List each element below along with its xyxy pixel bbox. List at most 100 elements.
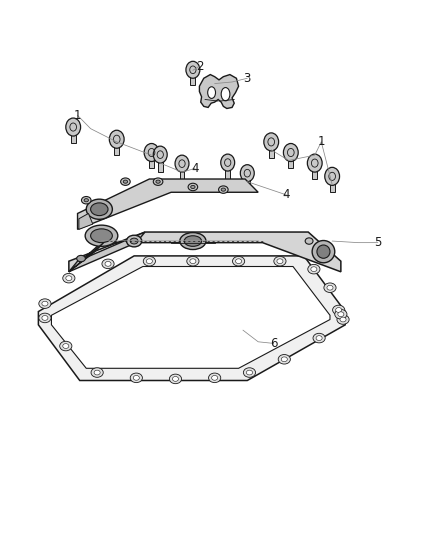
- Ellipse shape: [81, 197, 91, 204]
- Text: 5: 5: [374, 236, 381, 249]
- Ellipse shape: [305, 238, 313, 244]
- Bar: [71, 127, 76, 143]
- Ellipse shape: [236, 259, 242, 264]
- Bar: [312, 163, 318, 179]
- Ellipse shape: [278, 354, 290, 364]
- Ellipse shape: [63, 273, 75, 283]
- Ellipse shape: [123, 180, 127, 183]
- Text: 1: 1: [318, 135, 325, 148]
- Bar: [149, 152, 154, 168]
- Ellipse shape: [190, 259, 196, 264]
- Ellipse shape: [60, 341, 72, 351]
- Ellipse shape: [219, 186, 228, 193]
- Polygon shape: [69, 232, 341, 272]
- Ellipse shape: [66, 276, 72, 280]
- Ellipse shape: [77, 255, 85, 262]
- Ellipse shape: [221, 87, 230, 101]
- Text: 4: 4: [191, 162, 199, 175]
- Text: 2: 2: [196, 60, 203, 72]
- Ellipse shape: [133, 375, 139, 380]
- Ellipse shape: [91, 368, 103, 377]
- Ellipse shape: [85, 225, 118, 246]
- Circle shape: [110, 130, 124, 148]
- Ellipse shape: [63, 344, 69, 349]
- Ellipse shape: [208, 373, 221, 383]
- Ellipse shape: [105, 262, 111, 266]
- Bar: [191, 70, 195, 85]
- Ellipse shape: [311, 266, 317, 271]
- Ellipse shape: [317, 245, 330, 259]
- Ellipse shape: [337, 315, 349, 324]
- Ellipse shape: [338, 312, 344, 317]
- Ellipse shape: [212, 375, 218, 380]
- Ellipse shape: [308, 264, 320, 274]
- Ellipse shape: [42, 316, 48, 320]
- Ellipse shape: [332, 305, 345, 315]
- Ellipse shape: [120, 178, 130, 185]
- Ellipse shape: [143, 256, 155, 266]
- Text: 1: 1: [74, 109, 81, 122]
- Ellipse shape: [184, 236, 201, 246]
- Bar: [268, 142, 274, 158]
- Circle shape: [325, 167, 339, 185]
- Polygon shape: [39, 256, 345, 381]
- Ellipse shape: [146, 259, 152, 264]
- Bar: [114, 139, 119, 155]
- Bar: [180, 164, 184, 181]
- Circle shape: [186, 61, 200, 78]
- Ellipse shape: [208, 87, 215, 99]
- Ellipse shape: [313, 333, 325, 343]
- Ellipse shape: [39, 299, 51, 309]
- Ellipse shape: [94, 370, 100, 375]
- Circle shape: [144, 143, 159, 161]
- Ellipse shape: [91, 229, 113, 243]
- Polygon shape: [69, 232, 145, 272]
- Ellipse shape: [340, 317, 346, 322]
- Ellipse shape: [39, 313, 51, 322]
- Ellipse shape: [335, 310, 347, 319]
- Ellipse shape: [173, 376, 179, 381]
- Polygon shape: [51, 266, 330, 368]
- Circle shape: [240, 165, 254, 182]
- Circle shape: [307, 154, 322, 172]
- Ellipse shape: [188, 183, 198, 191]
- Ellipse shape: [170, 374, 182, 384]
- Text: 6: 6: [270, 337, 277, 350]
- Ellipse shape: [187, 256, 199, 266]
- Ellipse shape: [91, 203, 108, 216]
- Circle shape: [264, 133, 279, 151]
- Polygon shape: [79, 214, 93, 229]
- Ellipse shape: [156, 180, 160, 183]
- Ellipse shape: [86, 199, 113, 219]
- Ellipse shape: [130, 373, 142, 383]
- Circle shape: [66, 118, 81, 136]
- Ellipse shape: [281, 357, 287, 362]
- Ellipse shape: [316, 336, 322, 341]
- Bar: [158, 155, 162, 172]
- Polygon shape: [199, 75, 239, 109]
- Circle shape: [283, 143, 298, 161]
- Bar: [225, 163, 230, 180]
- Ellipse shape: [102, 259, 114, 269]
- Ellipse shape: [180, 232, 206, 249]
- Bar: [288, 152, 293, 168]
- Polygon shape: [78, 179, 258, 229]
- Bar: [245, 173, 250, 190]
- Ellipse shape: [312, 240, 335, 263]
- Ellipse shape: [244, 368, 255, 377]
- Circle shape: [153, 146, 167, 163]
- Ellipse shape: [336, 308, 342, 312]
- Ellipse shape: [277, 259, 283, 264]
- Text: 4: 4: [283, 189, 290, 201]
- Ellipse shape: [221, 188, 226, 191]
- Ellipse shape: [274, 256, 286, 266]
- Bar: [329, 176, 335, 192]
- Ellipse shape: [191, 185, 195, 189]
- Polygon shape: [69, 243, 104, 272]
- Ellipse shape: [42, 301, 48, 306]
- Circle shape: [221, 154, 235, 171]
- Ellipse shape: [130, 238, 138, 244]
- Ellipse shape: [84, 199, 88, 202]
- Ellipse shape: [153, 178, 163, 185]
- Text: 3: 3: [244, 72, 251, 85]
